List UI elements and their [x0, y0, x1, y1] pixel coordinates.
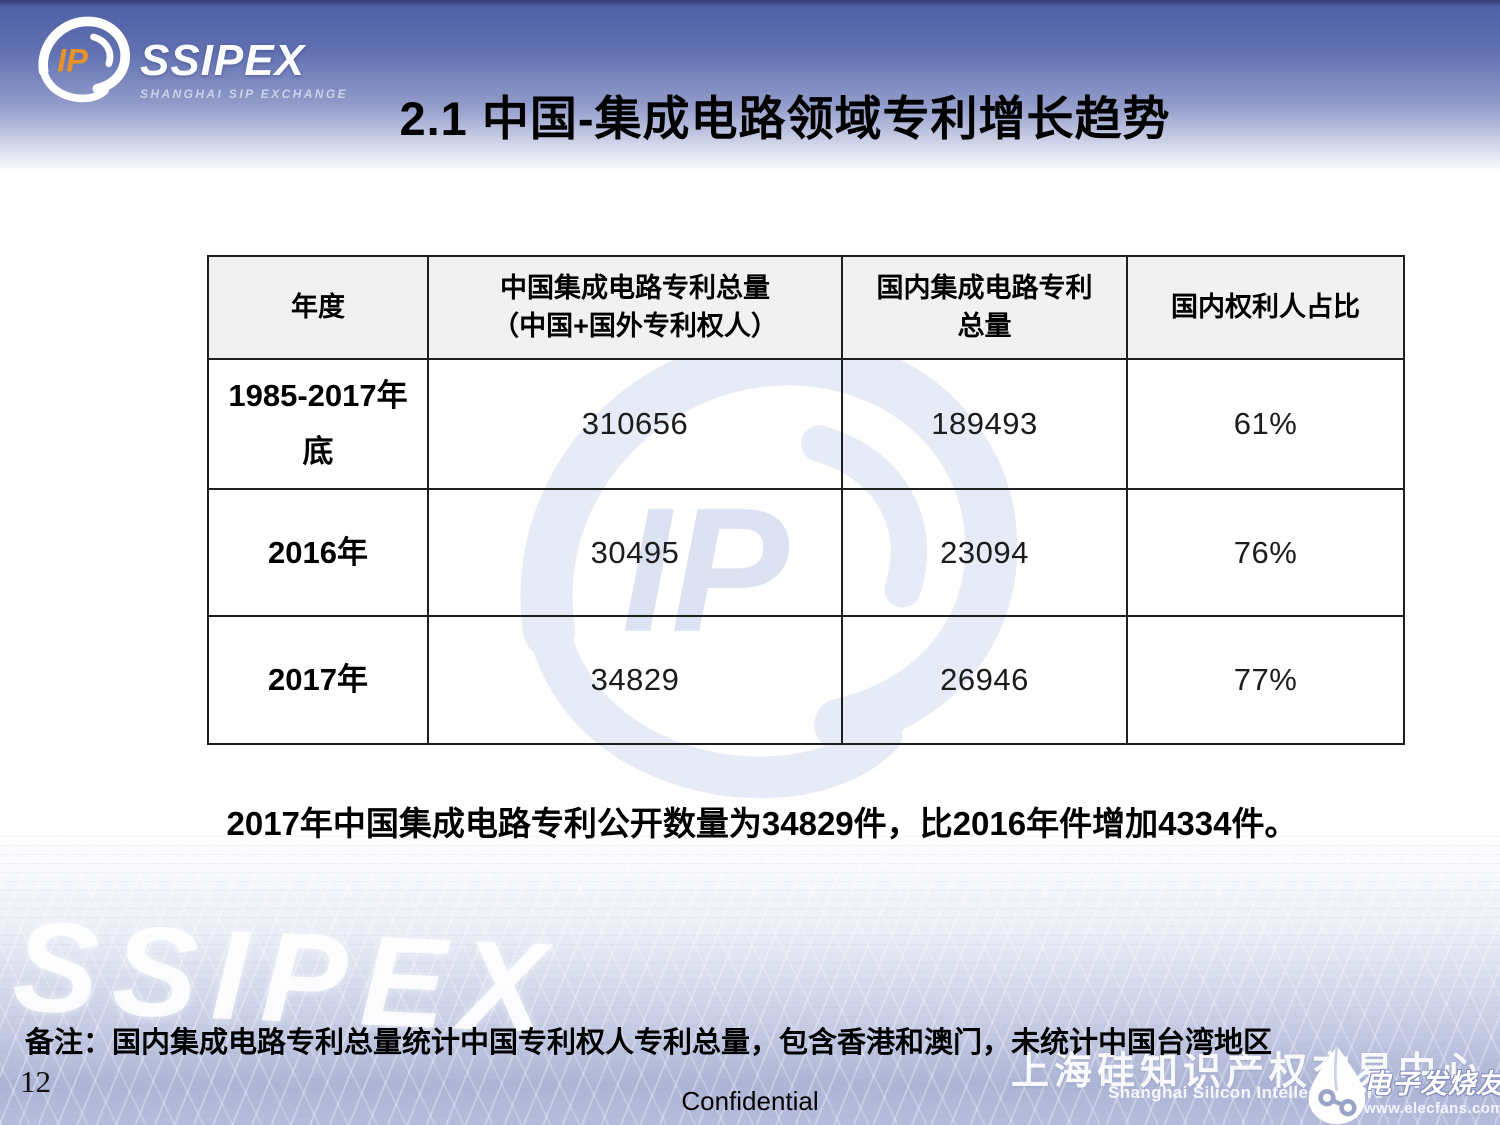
cell-year: 2017年 — [207, 615, 429, 745]
cell-year: 1985-2017年底 — [207, 358, 429, 490]
cell-china-total: 310656 — [427, 358, 843, 490]
logo-name: SSIPEX — [140, 35, 305, 85]
ip-swirl-icon: IP — [32, 12, 132, 109]
cell-domestic-total: 26946 — [841, 615, 1128, 745]
header-cell-china-total: 中国集成电路专利总量 （中国+国外专利权人） — [427, 255, 843, 360]
cell-china-total: 30495 — [427, 488, 843, 617]
cell-year: 2016年 — [207, 488, 429, 617]
logo-monogram: IP — [57, 42, 88, 78]
page-number: 12 — [20, 1064, 51, 1099]
org-name-cn: 上海硅知识产权交易中心 — [1010, 1051, 1484, 1093]
cell-domestic-total: 23094 — [841, 488, 1128, 617]
header-gradient-band — [0, 0, 1500, 172]
cell-domestic-share: 76% — [1126, 488, 1405, 617]
cell-domestic-share: 61% — [1126, 358, 1405, 490]
cell-domestic-total: 189493 — [841, 358, 1128, 490]
confidential-label: Confidential — [681, 1086, 819, 1116]
table-row: 2017年 34829 26946 77% — [207, 615, 1405, 745]
header-cell-domestic-total: 国内集成电路专利 总量 — [841, 255, 1128, 360]
logo-subtitle: SHANGHAI SIP EXCHANGE — [140, 86, 348, 101]
cell-china-total: 34829 — [427, 615, 843, 745]
elecfans-url: www.elecfans.com — [1364, 1099, 1500, 1117]
cell-domestic-share: 77% — [1126, 615, 1405, 745]
patent-table: 年度 中国集成电路专利总量 （中国+国外专利权人） 国内集成电路专利 总量 国内… — [207, 255, 1405, 745]
elecfans-name: 电子发烧友 — [1364, 1069, 1500, 1100]
page-title: 2.1 中国-集成电路领域专利增长趋势 — [399, 92, 1171, 145]
elecfans-drop-icon — [1296, 1043, 1378, 1125]
table-row: 1985-2017年底 310656 189493 61% — [207, 358, 1405, 490]
table-header-row: 年度 中国集成电路专利总量 （中国+国外专利权人） 国内集成电路专利 总量 国内… — [207, 255, 1405, 360]
header-cell-domestic-share: 国内权利人占比 — [1126, 255, 1405, 360]
summary-text: 2017年中国集成电路专利公开数量为34829件，比2016年件增加4334件。 — [226, 805, 1298, 842]
table-row: 2016年 30495 23094 76% — [207, 488, 1405, 617]
footnote-text: 备注：国内集成电路专利总量统计中国专利权人专利总量，包含香港和澳门，未统计中国台… — [25, 1027, 1273, 1059]
ssipex-logo: IP SSIPEX SHANGHAI SIP EXCHANGE — [32, 12, 348, 109]
footer-circuit-band — [0, 833, 1500, 1125]
elecfans-logo: 电子发烧友 www.elecfans.com — [1296, 1043, 1500, 1125]
header-cell-year: 年度 — [207, 255, 429, 360]
